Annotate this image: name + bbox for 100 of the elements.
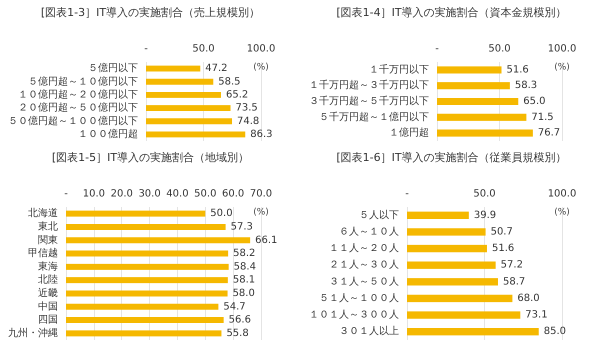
bar — [66, 277, 228, 284]
x-tick-label: 100.0 — [548, 188, 576, 200]
x-tick-label: - — [405, 188, 410, 200]
bar — [66, 304, 218, 310]
bar — [437, 66, 502, 74]
bar — [407, 278, 498, 286]
y-tick-label: ３千万円超～５千万円以下 — [309, 95, 429, 107]
data-label: 39.9 — [474, 210, 496, 221]
data-label: 58.0 — [232, 288, 255, 299]
y-tick-label: １億円超 — [389, 126, 429, 139]
x-tick-label: - — [435, 44, 440, 54]
y-tick-label: ６人～１０人 — [339, 226, 399, 238]
chart-title: [図表1-6］IT導入の実施割合（従業員規模別） — [336, 151, 567, 164]
y-tick-label: １００億円超 — [78, 128, 138, 140]
data-label: 58.1 — [232, 274, 256, 286]
chart-title: [図表1-3］IT導入の実施割合（売上規模別） — [40, 6, 260, 19]
y-tick-label: １千万円超～３千万円以下 — [309, 79, 429, 92]
data-label: 73.1 — [525, 310, 548, 321]
bar — [407, 294, 512, 302]
bar — [66, 330, 222, 336]
bar — [407, 328, 539, 336]
y-tick-label: １千万円以下 — [369, 63, 429, 76]
x-tick-label: 100.0 — [548, 44, 576, 54]
data-label: 50.0 — [210, 208, 233, 220]
y-tick-label: 東北 — [38, 220, 58, 232]
y-tick-label: ２１人～３０人 — [329, 260, 399, 271]
bar — [437, 114, 526, 121]
x-tick-label: 30.0 — [138, 188, 161, 200]
data-label: 58.5 — [218, 76, 241, 88]
data-label: 54.7 — [223, 301, 246, 312]
chart-title: [図表1-4］IT導入の実施割合（資本金規模別） — [336, 6, 567, 19]
y-tick-label: ５０億円超～１００億円以下 — [8, 114, 138, 127]
y-tick-label: ２０億円超～５０億円以下 — [18, 102, 138, 114]
data-label: 47.2 — [205, 63, 228, 74]
data-label: 50.7 — [490, 226, 513, 238]
bar — [66, 210, 206, 217]
x-tick-label: 50.0 — [473, 188, 496, 200]
data-label: 57.2 — [500, 260, 523, 271]
data-label: 66.1 — [255, 234, 278, 246]
data-label: 65.0 — [523, 96, 546, 107]
bar — [66, 317, 224, 324]
chart-title: [図表1-5］IT導入の実施割合（地域別） — [52, 151, 250, 164]
y-tick-label: 九州・沖縄 — [8, 326, 58, 339]
bar — [437, 130, 533, 137]
x-axis-title: (%) — [554, 208, 570, 218]
y-tick-label: １０１人～３００人 — [309, 310, 399, 321]
data-label: 71.5 — [531, 112, 554, 123]
x-tick-label: 60.0 — [222, 188, 244, 200]
y-tick-label: ５１人～１００人 — [319, 292, 399, 304]
y-tick-label: 甲信越 — [28, 247, 58, 260]
x-tick-label: 40.0 — [166, 188, 189, 200]
x-axis-title: (%) — [253, 208, 269, 218]
x-tick-label: 70.0 — [250, 188, 272, 200]
bar — [66, 224, 226, 230]
data-label: 76.7 — [538, 128, 560, 139]
x-tick-label: 20.0 — [110, 188, 133, 200]
y-tick-label: ５億円以下 — [88, 62, 138, 74]
data-label: 56.6 — [228, 314, 251, 326]
x-tick-label: 10.0 — [82, 188, 105, 200]
bar — [407, 228, 486, 236]
data-label: 65.2 — [226, 89, 248, 100]
bar — [66, 264, 229, 270]
data-label: 58.7 — [502, 276, 526, 288]
x-axis-title: (%) — [554, 62, 570, 72]
x-tick-label: - — [144, 44, 148, 54]
y-tick-label: １０億円超～２０億円以下 — [18, 88, 138, 100]
data-label: 51.6 — [506, 64, 529, 76]
y-tick-label: 関東 — [38, 234, 58, 246]
bar — [407, 244, 487, 252]
bar — [146, 118, 232, 124]
data-label: 74.8 — [237, 116, 260, 127]
data-label: 58.2 — [233, 248, 256, 260]
y-tick-label: 中国 — [38, 300, 58, 312]
y-tick-label: ３１人～５０人 — [329, 276, 399, 288]
data-label: 55.8 — [226, 328, 249, 339]
y-tick-label: ５人以下 — [359, 208, 399, 221]
y-tick-label: 北海道 — [28, 207, 58, 220]
y-tick-label: ５億円超～１０億円以下 — [28, 75, 138, 88]
y-tick-label: ３０１人以上 — [339, 325, 399, 338]
data-label: 85.0 — [544, 326, 566, 338]
y-tick-label: １１人～２０人 — [329, 243, 399, 254]
bar — [146, 131, 246, 138]
data-label: 58.3 — [514, 80, 538, 92]
bar — [407, 311, 520, 319]
bar — [146, 92, 221, 98]
x-tick-label: 50.0 — [194, 188, 216, 200]
bar — [407, 261, 496, 269]
bar — [146, 105, 231, 112]
bar — [66, 290, 228, 296]
bar — [146, 66, 200, 72]
x-tick-label: - — [64, 188, 68, 200]
x-tick-label: 50.0 — [488, 44, 511, 54]
bar — [407, 212, 469, 220]
data-label: 57.3 — [230, 221, 253, 232]
x-axis-title: (%) — [253, 62, 269, 72]
bar — [146, 78, 214, 85]
bar — [66, 250, 228, 257]
bar — [437, 98, 518, 106]
y-tick-label: ５千万円超～１億円以下 — [319, 110, 429, 123]
y-tick-label: 四国 — [38, 314, 58, 326]
